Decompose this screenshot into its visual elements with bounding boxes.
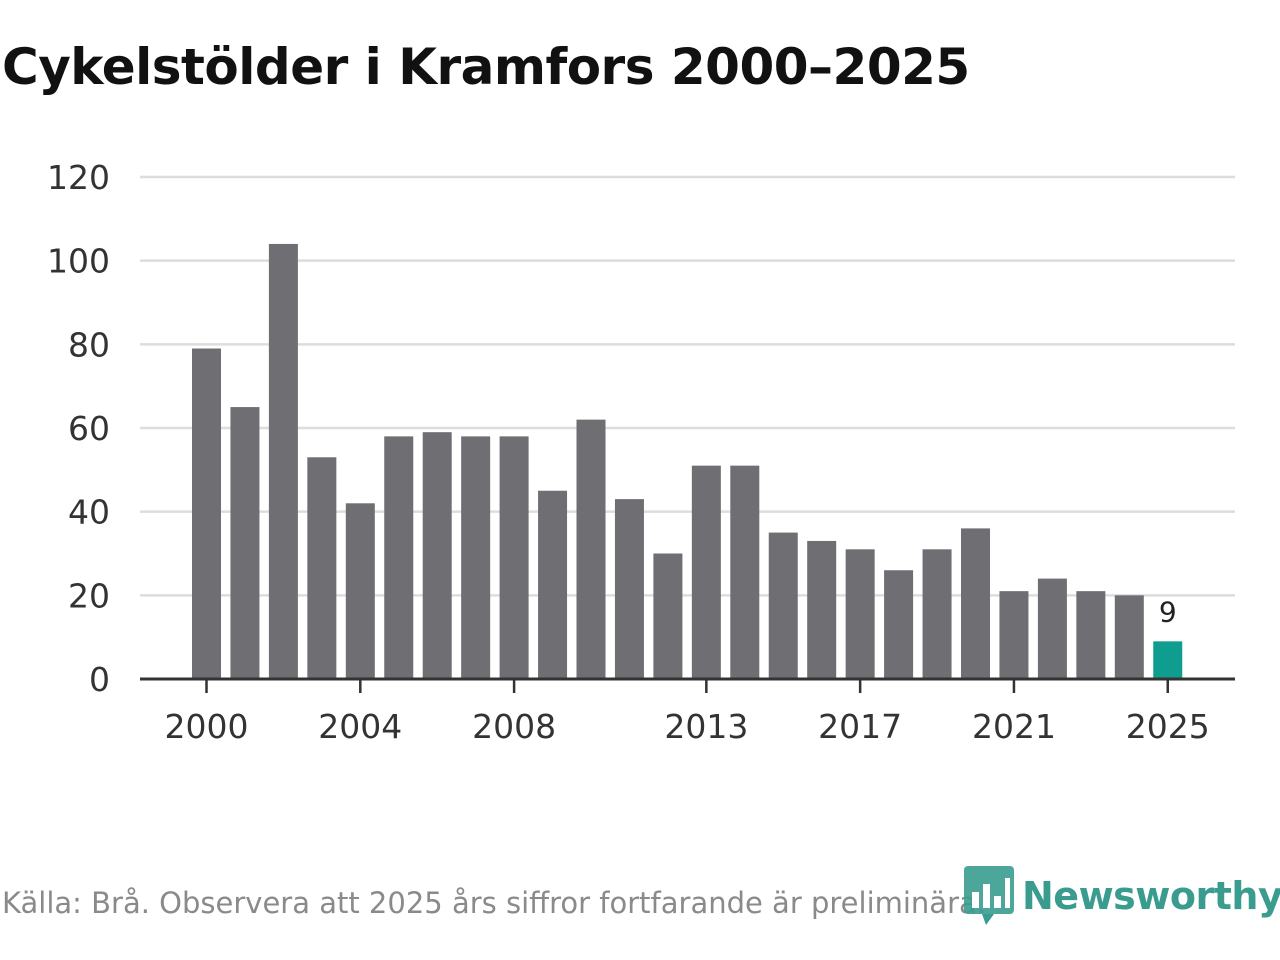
y-tick-label: 120 — [47, 158, 110, 197]
bar-2001 — [230, 407, 260, 679]
source-note: Källa: Brå. Observera att 2025 års siffr… — [2, 886, 986, 920]
bar-2007 — [461, 436, 491, 679]
x-tick-label: 2025 — [1126, 707, 1210, 746]
bar-2009 — [538, 490, 568, 679]
logo-text: Newsworthy — [1022, 874, 1280, 918]
bar-2012 — [653, 553, 683, 679]
x-tick-label: 2021 — [972, 707, 1056, 746]
x-axis: 2000 2004 2008 2013 2017 2021 2025 — [140, 677, 1235, 746]
bar-2022 — [1037, 578, 1067, 679]
y-tick-label: 100 — [47, 242, 110, 281]
bar-2000 — [192, 348, 221, 679]
bar-2017 — [845, 549, 875, 679]
data-labels: 9 — [1159, 595, 1177, 628]
x-tick-label: 2017 — [818, 707, 902, 746]
bar-2008 — [499, 436, 529, 679]
newsworthy-bar-chart-icon — [964, 866, 1014, 925]
newsworthy-logo: Newsworthy — [964, 866, 1280, 926]
bar-2006 — [422, 432, 452, 679]
bar-2020 — [961, 528, 990, 679]
bar-2021 — [999, 591, 1029, 679]
bar-2011 — [614, 499, 644, 679]
gridlines — [140, 175, 1235, 597]
bar-2013 — [691, 465, 721, 679]
bar-2025 — [1153, 641, 1183, 679]
bar-2003 — [307, 457, 337, 679]
bar-2004 — [345, 503, 375, 679]
bar-2018 — [884, 570, 914, 679]
x-tick-label: 2004 — [318, 707, 402, 746]
data-label-2025: 9 — [1159, 595, 1177, 628]
y-tick-label: 60 — [68, 409, 110, 448]
bar-2014 — [730, 465, 760, 679]
x-tick-label: 2013 — [664, 707, 748, 746]
bar-chart: 0 20 40 60 80 100 120 2000 2004 2008 2013 2017 2021… — [47, 158, 1235, 746]
bar-2019 — [922, 549, 952, 679]
bar-2023 — [1076, 591, 1106, 679]
y-axis-ticks: 0 20 40 60 80 100 120 — [47, 158, 110, 699]
bar-2002 — [268, 243, 298, 679]
y-tick-label: 80 — [68, 325, 110, 364]
bar-2010 — [576, 419, 606, 679]
bar-2005 — [384, 436, 414, 679]
y-tick-label: 0 — [89, 660, 110, 699]
x-tick-label: 2000 — [165, 707, 249, 746]
bar-2016 — [807, 540, 837, 679]
chart-title: Cykelstölder i Kramfors 2000–2025 — [2, 38, 970, 96]
y-tick-label: 20 — [68, 576, 110, 615]
bar-2015 — [768, 532, 798, 679]
bars — [192, 243, 1183, 679]
bar-2024 — [1114, 595, 1144, 679]
y-tick-label: 40 — [68, 493, 110, 532]
x-tick-label: 2008 — [472, 707, 556, 746]
